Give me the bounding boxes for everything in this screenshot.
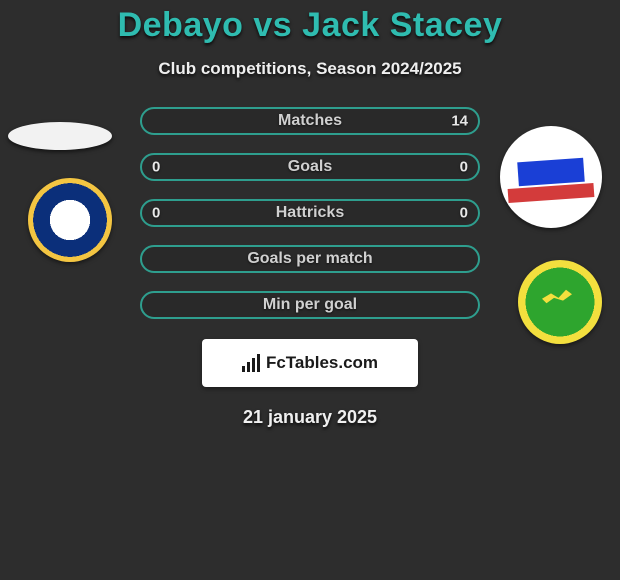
stat-value-left: 0 (152, 159, 160, 176)
stat-label: Hattricks (276, 204, 344, 222)
stat-row: Matches 14 (140, 107, 480, 135)
player1-name: Debayo (118, 6, 244, 44)
stat-row: Min per goal (140, 291, 480, 319)
page-title: Debayo vs Jack Stacey (0, 0, 620, 45)
stat-value-right: 0 (460, 205, 468, 222)
stat-value-left: 0 (152, 205, 160, 222)
stat-label: Goals per match (247, 250, 372, 268)
player2-club-crest (518, 260, 602, 344)
stat-row: Goals per match (140, 245, 480, 273)
stat-value-right: 14 (451, 113, 468, 130)
subtitle: Club competitions, Season 2024/2025 (0, 59, 620, 79)
date-label: 21 january 2025 (0, 407, 620, 428)
comparison-card: Debayo vs Jack Stacey Club competitions,… (0, 0, 620, 580)
stat-label: Goals (288, 158, 332, 176)
brand-badge: FcTables.com (202, 339, 418, 387)
chart-icon (242, 354, 260, 372)
player2-avatar (500, 126, 602, 228)
player1-club-crest (28, 178, 112, 262)
vs-label: vs (253, 6, 292, 44)
stats-list: Matches 14 0 Goals 0 0 Hattricks 0 Goals… (140, 107, 480, 319)
brand-label: FcTables.com (266, 353, 378, 373)
player2-name: Jack Stacey (302, 6, 502, 44)
stat-label: Min per goal (263, 296, 357, 314)
stat-row: 0 Goals 0 (140, 153, 480, 181)
stat-label: Matches (278, 112, 342, 130)
player1-avatar (8, 122, 112, 150)
stat-row: 0 Hattricks 0 (140, 199, 480, 227)
stat-value-right: 0 (460, 159, 468, 176)
